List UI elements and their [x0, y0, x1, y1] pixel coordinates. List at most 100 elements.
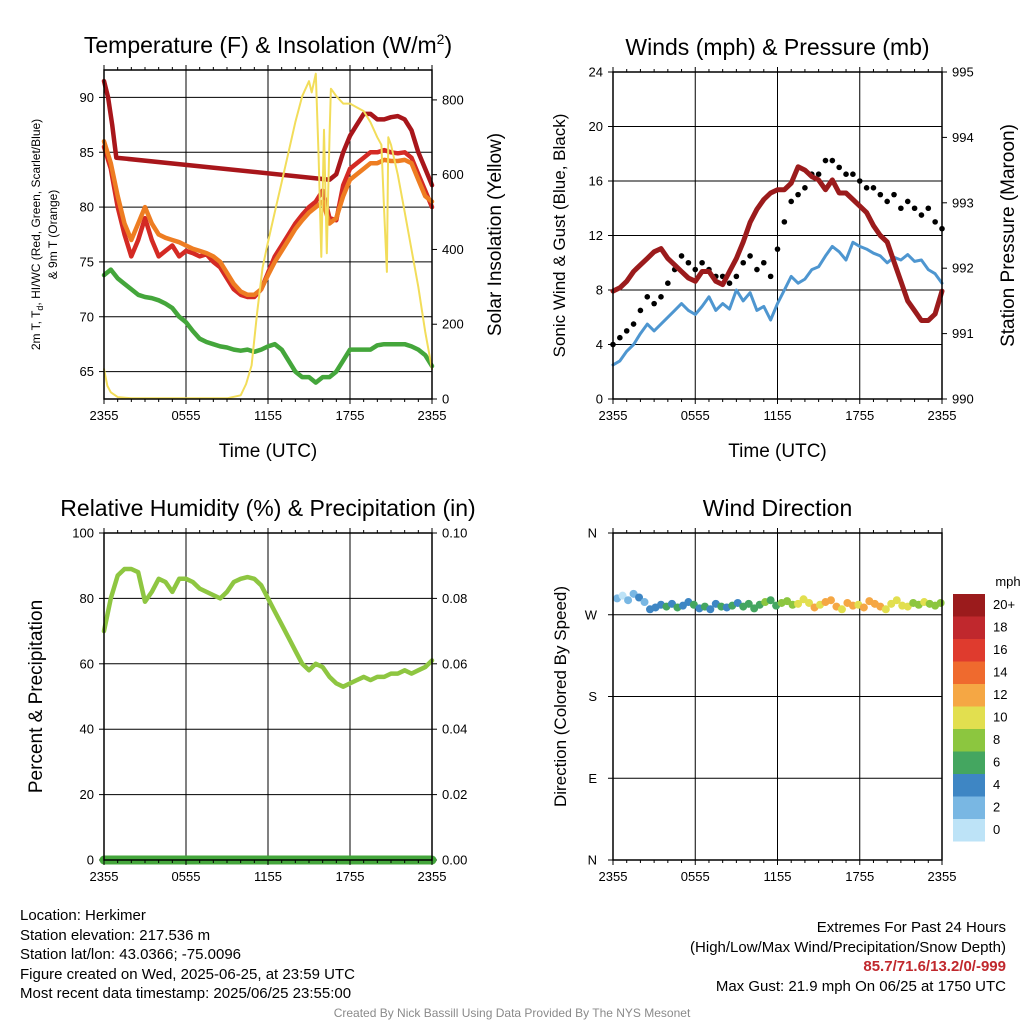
gust-point [685, 259, 692, 266]
gust-point [911, 205, 918, 212]
y-axis-label-left: Sonic Wind & Gust (Blue, Black) [550, 114, 569, 358]
y-tick-label: 0.04 [442, 722, 467, 737]
chart-title: Temperature (F) & Insolation (W/m2) [84, 31, 452, 58]
colorbar-swatch [953, 819, 985, 842]
y-tick-label: 994 [952, 130, 974, 145]
gust-point [829, 157, 836, 164]
gust-point [644, 294, 651, 300]
y-tick-label: 600 [442, 167, 464, 182]
colorbar-swatch [953, 706, 985, 729]
max-gust: Max Gust: 21.9 mph On 06/25 at 1750 UTC [715, 977, 1006, 995]
colorbar-swatch [953, 796, 985, 819]
y-tick-label: 993 [952, 195, 974, 210]
y-tick-label: S [588, 689, 597, 704]
direction-point [892, 596, 901, 605]
y-tick-label: 0 [596, 392, 603, 407]
x-tick-label: 0555 [681, 408, 710, 423]
y-tick-label: 100 [72, 526, 94, 541]
y-tick-label: 800 [442, 92, 464, 107]
gust-point [665, 280, 671, 286]
chart-title: Wind Direction [703, 495, 853, 521]
panel-2: 0 4 8 12 16 20 24 990 991 992 993 994 995 2355 0555 115… [550, 34, 1019, 462]
gust-point [623, 328, 630, 334]
direction-point [881, 605, 890, 614]
direction-point [859, 603, 868, 612]
x-tick-label: 1155 [254, 869, 282, 884]
x-tick-label: 2355 [418, 408, 447, 423]
speed-colorbar: mph 20+ 18 16 14 12 10 8 6 4 2 0 [953, 574, 1021, 842]
y-axis-label-right: Station Pressure (Maroon) [998, 124, 1019, 347]
gust-point [774, 246, 781, 252]
colorbar-label: 2 [993, 800, 1000, 815]
x-tick-label: 2355 [599, 408, 628, 423]
gust-point [870, 185, 877, 191]
credit-line: Created By Nick Bassill Using Data Provi… [333, 1006, 691, 1020]
extremes-info: Extremes For Past 24 Hours (High/Low/Max… [690, 918, 1006, 996]
colorbar-label: 20+ [993, 597, 1015, 612]
x-tick-label: 1755 [336, 408, 365, 423]
y-tick-label: 0.08 [442, 591, 467, 606]
gust-point [740, 259, 747, 266]
direction-point [794, 599, 803, 608]
y-tick-label: 400 [442, 242, 464, 257]
colorbar-swatch [953, 774, 985, 797]
y-axis-label-left: 2m T, Td, HI/WC (Red, Green, Scarlet/Blu… [29, 119, 45, 350]
gust-point [877, 191, 884, 198]
gust-point [678, 253, 685, 259]
y-tick-label: 24 [589, 65, 603, 80]
y-tick-label: 0.06 [442, 656, 467, 671]
x-axis-label: Time (UTC) [219, 441, 318, 462]
colorbar-label: 8 [993, 732, 1000, 747]
gust-point [904, 198, 911, 205]
y-tick-label: N [588, 526, 597, 541]
gust-point [822, 157, 829, 164]
x-tick-label: 2355 [928, 408, 957, 423]
gust-point [856, 178, 863, 184]
gust-point [637, 307, 644, 314]
direction-point [837, 605, 846, 614]
colorbar-label: 10 [993, 710, 1007, 725]
series-relative-humidity [101, 566, 435, 689]
panel-1: 65 70 75 80 85 90 0 200 400 600 800 2355 0555 1155 175… [29, 31, 506, 462]
direction-point [635, 593, 644, 602]
gust-point [747, 253, 753, 259]
direction-point [640, 598, 649, 607]
gust-point [617, 334, 623, 341]
y-tick-label: 0 [87, 853, 94, 868]
y-tick-label: 75 [80, 254, 94, 269]
gust-point [630, 321, 637, 327]
y-tick-label: 90 [80, 90, 94, 105]
direction-point [624, 596, 633, 605]
y-axis-label-right: Solar Insolation (Yellow) [485, 133, 506, 336]
gust-point [795, 191, 801, 198]
station-elevation: Station elevation: 217.536 m [20, 926, 211, 944]
figure-created: Figure created on Wed, 2025-06-25, at 23… [20, 965, 355, 983]
colorbar-label: 14 [993, 665, 1007, 680]
x-tick-label: 1155 [764, 408, 792, 423]
gust-point [802, 185, 808, 191]
gust-point [884, 198, 890, 205]
y-tick-label: 65 [80, 364, 94, 379]
y-tick-label: 0.00 [442, 853, 467, 868]
y-tick-label: 60 [80, 656, 94, 671]
x-tick-label: 1155 [764, 869, 792, 884]
gust-point [918, 212, 925, 218]
gust-point [658, 294, 664, 300]
colorbar-swatch [953, 639, 985, 662]
y-tick-label: 990 [952, 392, 974, 407]
gust-point [925, 205, 932, 212]
colorbar-swatch [953, 684, 985, 707]
y-tick-label: E [588, 771, 597, 786]
direction-point [826, 596, 835, 605]
gust-point [932, 219, 938, 225]
colorbar-swatch [953, 751, 985, 774]
colorbar-label: 12 [993, 687, 1007, 702]
y-tick-label: 20 [80, 787, 94, 802]
colorbar-swatch [953, 616, 985, 639]
y-axis-label-left: Percent & Precipitation [26, 600, 47, 793]
y-axis-label-left: Direction (Colored By Speed) [551, 586, 570, 807]
y-tick-label: 200 [442, 317, 464, 332]
colorbar-label: 18 [993, 620, 1007, 635]
y-tick-label: 4 [596, 337, 603, 352]
